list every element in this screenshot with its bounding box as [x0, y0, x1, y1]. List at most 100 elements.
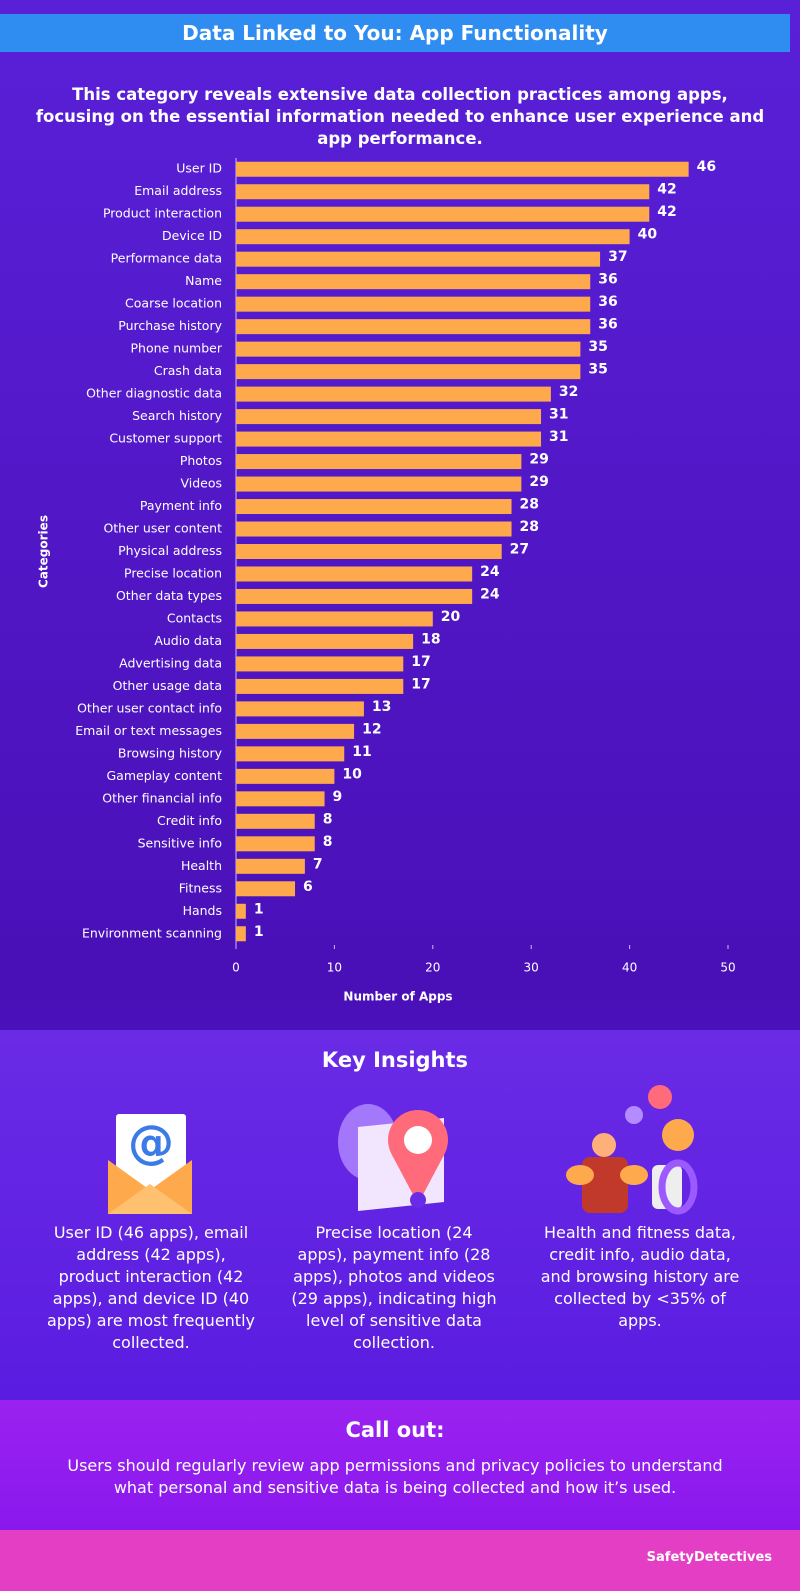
svg-text:@: @	[128, 1115, 174, 1169]
value-label: 1	[254, 924, 264, 940]
bar	[236, 836, 315, 852]
value-label: 36	[598, 272, 617, 288]
value-label: 29	[529, 474, 548, 490]
y-tick-label: Other financial info	[102, 790, 222, 805]
value-label: 35	[588, 362, 607, 378]
y-tick-label: User ID	[176, 161, 222, 176]
value-label: 28	[520, 497, 539, 513]
bar	[236, 746, 345, 762]
value-label: 11	[352, 744, 371, 760]
bar	[236, 723, 355, 739]
y-axis-label: Categories	[37, 515, 51, 588]
y-tick-label: Advertising data	[119, 655, 222, 670]
bar	[236, 544, 502, 559]
y-tick-label: Photos	[180, 453, 222, 468]
value-label: 18	[421, 631, 440, 647]
y-tick-label: Gameplay content	[106, 768, 222, 783]
y-tick-label: Payment info	[140, 498, 222, 513]
value-label: 8	[323, 834, 333, 850]
bar	[236, 319, 591, 335]
value-label: 24	[480, 586, 500, 602]
y-tick-label: Purchase history	[118, 318, 222, 333]
y-tick-label: Other data types	[116, 588, 222, 603]
y-tick-label: Sensitive info	[138, 835, 222, 850]
value-label: 1	[254, 901, 264, 917]
value-label: 36	[598, 317, 617, 333]
bar	[236, 206, 650, 222]
y-tick-label: Browsing history	[118, 745, 223, 760]
value-label: 17	[411, 654, 430, 670]
bar	[236, 184, 650, 200]
bar	[236, 678, 404, 694]
bar	[236, 926, 246, 942]
x-tick-label: 50	[720, 961, 735, 975]
value-label: 36	[598, 294, 617, 310]
x-axis-label: Number of Apps	[343, 990, 452, 1004]
y-tick-label: Audio data	[154, 633, 222, 648]
y-tick-label: Phone number	[131, 341, 223, 356]
y-tick-label: Performance data	[111, 251, 222, 266]
bar	[236, 813, 315, 829]
bar	[236, 476, 522, 492]
bar	[236, 161, 689, 177]
bar	[236, 701, 364, 717]
y-tick-label: Customer support	[109, 431, 222, 446]
bar	[236, 768, 335, 784]
callout-title: Call out:	[345, 1418, 445, 1442]
bar	[236, 341, 581, 357]
x-tick-label: 40	[622, 961, 637, 975]
x-tick-label: 10	[327, 961, 342, 975]
y-tick-label: Crash data	[154, 363, 222, 378]
value-label: 24	[480, 564, 500, 580]
y-tick-label: Device ID	[162, 228, 222, 243]
brand: SafetyDetectives	[646, 1550, 772, 1565]
location-icon	[338, 1104, 448, 1212]
x-tick-label: 0	[232, 961, 240, 975]
bar	[236, 791, 325, 807]
bar	[236, 499, 512, 515]
value-label: 8	[323, 811, 333, 827]
bar	[236, 229, 630, 245]
value-label: 7	[313, 856, 323, 872]
email-icon: @	[108, 1114, 192, 1214]
insight-text: Precise location (24 apps), payment info…	[291, 1223, 497, 1352]
bar	[236, 881, 296, 897]
value-label: 40	[638, 227, 658, 243]
value-label: 31	[549, 407, 568, 423]
bar	[236, 611, 433, 627]
y-tick-label: Coarse location	[125, 296, 222, 311]
bar	[236, 858, 305, 874]
value-label: 28	[520, 519, 539, 535]
value-label: 17	[411, 676, 430, 692]
value-label: 29	[529, 452, 548, 468]
y-tick-label: Name	[185, 273, 222, 288]
y-tick-label: Hands	[183, 903, 222, 918]
bar	[236, 409, 542, 425]
y-tick-label: Health	[181, 858, 222, 873]
y-tick-label: Other diagnostic data	[86, 386, 222, 401]
y-tick-label: Videos	[180, 476, 222, 491]
title: Data Linked to You: App Functionality	[0, 14, 790, 52]
bar	[236, 633, 414, 649]
value-label: 37	[608, 249, 627, 265]
bar	[236, 364, 581, 380]
y-tick-label: Fitness	[179, 880, 222, 895]
bar	[236, 903, 246, 919]
footer: SafetyDetectives	[0, 1530, 800, 1591]
bar	[236, 521, 512, 537]
y-tick-label: Email address	[134, 183, 222, 198]
callout-section: Call out: Users should regularly review …	[0, 1400, 800, 1530]
subtitle: This category reveals extensive data col…	[35, 85, 765, 148]
y-tick-label: Precise location	[124, 565, 222, 580]
value-label: 46	[697, 159, 716, 175]
value-label: 32	[559, 384, 578, 400]
bar	[236, 566, 473, 582]
y-tick-label: Physical address	[118, 543, 222, 558]
x-tick-label: 20	[425, 961, 440, 975]
y-tick-label: Other user contact info	[77, 700, 222, 715]
x-tick-label: 30	[524, 961, 539, 975]
bar	[236, 431, 542, 447]
bar	[236, 386, 551, 402]
y-tick-label: Search history	[132, 408, 223, 423]
bar	[236, 296, 591, 312]
